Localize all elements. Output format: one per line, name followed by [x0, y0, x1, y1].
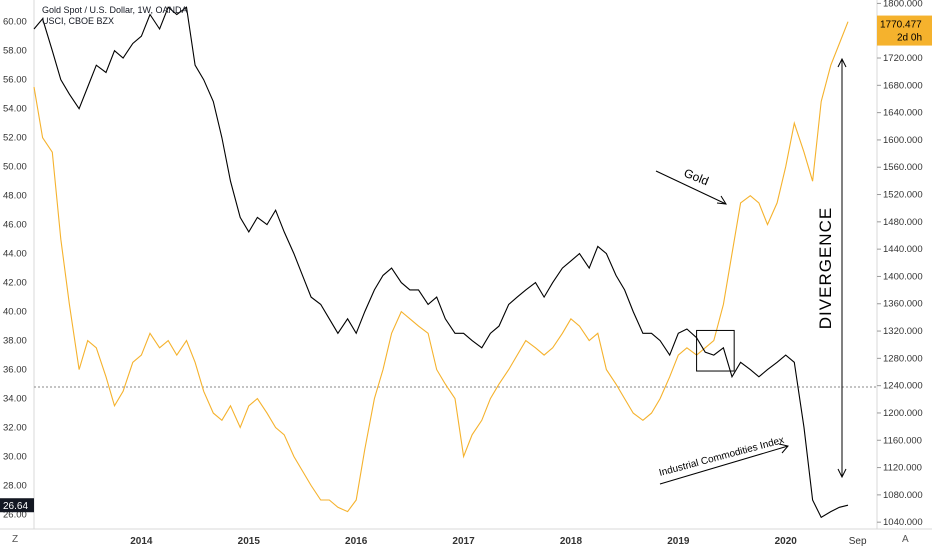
left-tick-label: 52.00: [3, 133, 27, 144]
left-tick-label: 50.00: [3, 162, 27, 173]
left-tick-label: 42.00: [3, 278, 27, 289]
right-tick-label: 1720.000: [883, 53, 923, 64]
left-tick-label: 54.00: [3, 104, 27, 115]
divergence-arrow-top: [837, 57, 847, 68]
right-tick-label: 1640.000: [883, 108, 923, 119]
x-tick-label: 2014: [130, 536, 153, 547]
commodities-annotation: Industrial Commodities Index: [658, 435, 785, 479]
right-tick-label: 1440.000: [883, 244, 923, 255]
chart-title: Gold Spot / U.S. Dollar, 1W, OANDA: [42, 5, 188, 15]
chart-subtitle: USCI, CBOE BZX: [42, 16, 115, 26]
left-tick-label: 56.00: [3, 75, 27, 86]
gold-series-line: [33, 21, 849, 513]
right-corner-label[interactable]: A: [902, 534, 909, 545]
right-tick-label: 1080.000: [883, 490, 923, 501]
left-tick-label: 58.00: [3, 46, 27, 57]
gold-arrow-head: [716, 195, 727, 205]
right-tick-label: 1200.000: [883, 408, 923, 419]
right-tick-label: 1560.000: [883, 162, 923, 173]
right-tick-label: 1040.000: [883, 517, 923, 528]
right-tick-label: 1280.000: [883, 353, 923, 364]
commodities-arrow-head: [778, 443, 789, 454]
divergence-annotation: DIVERGENCE: [816, 207, 835, 329]
x-tick-label: Sep: [849, 536, 867, 547]
highlight-box: [696, 329, 735, 372]
right-tick-label: 1240.000: [883, 381, 923, 392]
x-tick-label: 2017: [452, 536, 475, 547]
right-tick-label: 1800.000: [883, 0, 923, 9]
left-tick-label: 40.00: [3, 307, 27, 318]
left-tick-label: 38.00: [3, 336, 27, 347]
left-tick-label: 60.00: [3, 17, 27, 28]
price-badge-bg: [877, 15, 932, 46]
price-badge-value: 1770.477: [880, 20, 922, 31]
left-tick-label: 26.00: [3, 510, 27, 521]
right-tick-label: 1520.000: [883, 190, 923, 201]
commodities-arrow-line: [659, 445, 789, 485]
left-badge-bg: [0, 498, 34, 513]
left-tick-label: 34.00: [3, 394, 27, 405]
x-tick-label: 2020: [775, 536, 798, 547]
x-tick-label: 2018: [560, 536, 583, 547]
left-corner-label[interactable]: Z: [12, 534, 19, 545]
commodities-series-line: [33, 6, 849, 519]
left-tick-label: 32.00: [3, 423, 27, 434]
left-tick-label: 36.00: [3, 365, 27, 376]
divergence-arrow-bottom: [837, 468, 847, 479]
x-tick-label: 2015: [238, 536, 261, 547]
right-tick-label: 1160.000: [883, 435, 922, 446]
x-tick-label: 2019: [667, 536, 690, 547]
right-tick-label: 1400.000: [883, 271, 923, 282]
left-tick-label: 30.00: [3, 452, 27, 463]
price-badge-countdown: 2d 0h: [897, 33, 922, 44]
right-tick-label: 1600.000: [883, 135, 923, 146]
x-tick-label: 2016: [345, 536, 368, 547]
right-tick-label: 1320.000: [883, 326, 923, 337]
left-tick-label: 44.00: [3, 249, 27, 260]
right-tick-label: 1120.000: [883, 463, 922, 474]
left-tick-label: 48.00: [3, 191, 27, 202]
left-tick-label: 28.00: [3, 481, 27, 492]
left-tick-label: 46.00: [3, 220, 27, 231]
left-badge-value: 26.64: [3, 501, 28, 512]
gold-arrow-line: [655, 170, 727, 205]
right-tick-label: 1480.000: [883, 217, 923, 228]
right-tick-label: 1360.000: [883, 299, 923, 310]
right-tick-label: 1680.000: [883, 80, 923, 91]
